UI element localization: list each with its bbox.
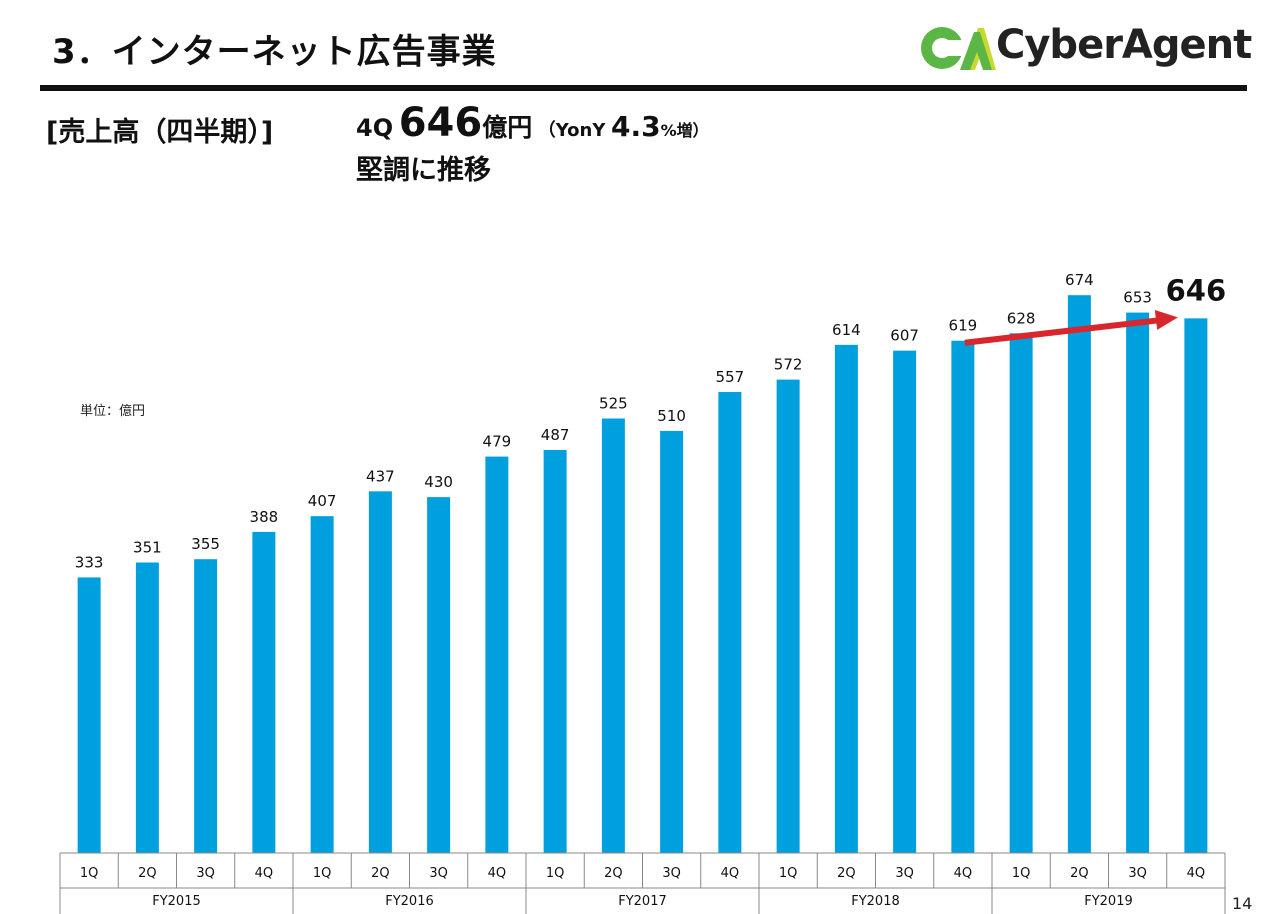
x-tick-label: 2Q [604, 866, 623, 881]
x-tick-label: 4Q [721, 866, 740, 881]
value-label: 628 [1007, 309, 1036, 327]
x-tick-label: 3Q [662, 866, 681, 881]
section-label: [売上高（四半期）] [46, 117, 274, 148]
headline-value: 646 [398, 100, 483, 146]
value-label: 674 [1065, 271, 1094, 289]
x-tick-label: 2Q [138, 866, 157, 881]
bar-fy2018-3q [893, 350, 917, 853]
bar-fy2018-2q [834, 344, 858, 853]
bar-fy2016-1q [310, 516, 334, 853]
value-label: 525 [599, 395, 628, 413]
fy-group-label: FY2015 [152, 894, 201, 909]
x-tick-label: 4Q [1187, 866, 1206, 881]
x-tick-label: 1Q [546, 866, 565, 881]
bar-fy2019-4q [1184, 318, 1208, 854]
x-tick-label: 3Q [196, 866, 215, 881]
x-tick-label: 1Q [779, 866, 798, 881]
bar-fy2019-3q [1126, 312, 1150, 853]
ca-logo-mark-icon [921, 27, 996, 70]
bar-fy2015-2q [135, 562, 159, 853]
bar-fy2018-4q [951, 340, 975, 854]
x-tick-label: 4Q [954, 866, 973, 881]
value-label: 487 [541, 426, 570, 444]
value-label: 653 [1123, 289, 1152, 307]
fy-group-label: FY2019 [1084, 894, 1133, 909]
fy-group-label: FY2018 [851, 894, 900, 909]
bar-fy2016-4q [485, 456, 509, 853]
cyberagent-logo: CyberAgent [920, 18, 1255, 78]
value-label: 333 [75, 553, 104, 571]
x-tick-label: 1Q [313, 866, 332, 881]
x-tick-label: 4Q [488, 866, 507, 881]
fy-group-label: FY2016 [385, 894, 434, 909]
value-label: 557 [716, 368, 745, 386]
trend-arrow-shaft [964, 316, 1165, 346]
headline-subtitle: 堅調に推移 [356, 155, 491, 186]
headline-unit: 億円 [482, 113, 533, 142]
headline-yoy-suffix: %増） [660, 121, 709, 140]
bar-fy2016-2q [368, 491, 392, 853]
x-tick-label: 2Q [371, 866, 390, 881]
bar-fy2019-1q [1009, 333, 1033, 853]
value-label: 388 [250, 508, 279, 526]
value-label: 607 [890, 327, 919, 345]
value-label: 437 [366, 467, 395, 485]
bar-fy2015-4q [252, 531, 276, 853]
fy-group-label: FY2017 [618, 894, 667, 909]
x-tick-label: 1Q [80, 866, 99, 881]
unit-note: 単位：億円 [80, 404, 146, 419]
logo-text: CyberAgent [996, 22, 1252, 68]
bar-fy2018-1q [776, 379, 800, 853]
value-label: 355 [191, 535, 220, 553]
value-label: 619 [949, 317, 978, 335]
trend-arrow-head [1154, 310, 1178, 330]
page-title: 3．インターネット広告事業 [52, 32, 497, 72]
headline-yoy-open: （YonY [537, 120, 606, 141]
bar-fy2015-1q [77, 577, 101, 853]
x-tick-label: 4Q [255, 866, 274, 881]
value-label: 351 [133, 539, 162, 557]
bar-fy2017-4q [718, 392, 742, 853]
value-label: 646 [1166, 273, 1227, 307]
bar-fy2017-1q [543, 449, 567, 853]
value-label: 510 [657, 407, 686, 425]
value-label: 407 [308, 492, 337, 510]
x-tick-label: 3Q [895, 866, 914, 881]
headline-quarter: 4Q [356, 114, 394, 142]
headline: 4Q 646億円 （YonY 4.3%増） [356, 100, 709, 146]
bar-fy2017-2q [601, 418, 625, 853]
bar-fy2019-2q [1067, 295, 1091, 853]
title-underline [40, 85, 1247, 91]
value-label: 572 [774, 356, 803, 374]
x-tick-label: 3Q [1128, 866, 1147, 881]
page-number: 14 [1232, 894, 1253, 913]
x-tick-label: 2Q [1070, 866, 1089, 881]
value-label: 614 [832, 321, 861, 339]
bar-fy2015-3q [194, 559, 218, 853]
x-tick-label: 1Q [1012, 866, 1031, 881]
bar-fy2016-3q [427, 497, 451, 853]
x-tick-label: 3Q [429, 866, 448, 881]
value-label: 479 [483, 433, 512, 451]
headline-yoy-value: 4.3 [610, 110, 661, 143]
bar-fy2017-3q [660, 430, 684, 853]
x-tick-label: 2Q [837, 866, 856, 881]
value-label: 430 [424, 473, 453, 491]
